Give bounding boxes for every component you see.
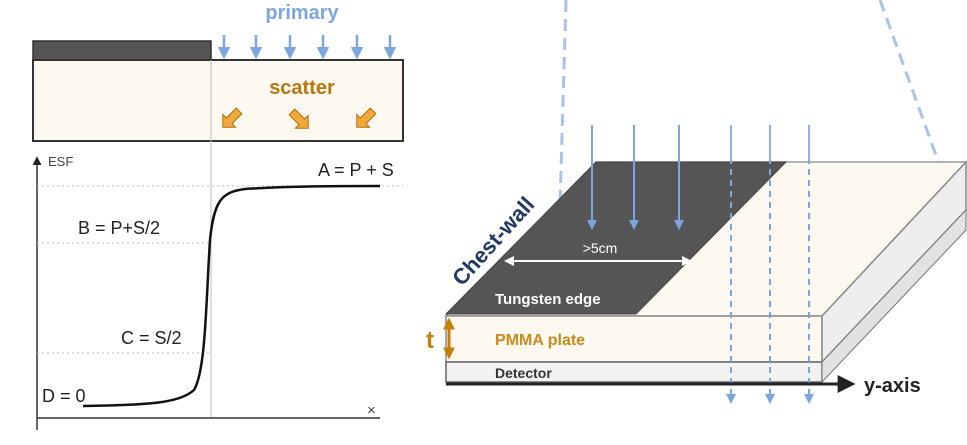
y-axis-label: y-axis xyxy=(864,375,921,397)
tungsten-block xyxy=(32,40,212,61)
incident-rays xyxy=(730,125,810,160)
primary-arrows xyxy=(217,35,397,60)
transmitted-rays xyxy=(726,125,814,404)
tungsten-label: Tungsten edge xyxy=(495,291,601,308)
pmma-slab xyxy=(32,59,404,142)
level-c-label: C = S/2 xyxy=(121,328,182,348)
level-a-label: A = P + S xyxy=(318,160,394,180)
detector-label: Detector xyxy=(495,365,552,381)
thickness-label: t xyxy=(426,327,434,354)
left-panel: primary scatter xyxy=(32,2,404,430)
width-label: >5cm xyxy=(583,240,618,256)
pmma-plate-front xyxy=(445,315,823,363)
x-axis-symbol: × xyxy=(367,402,376,419)
detector-side xyxy=(821,208,967,384)
pmma-label: PMMA plate xyxy=(495,332,585,349)
level-d-label: D = 0 xyxy=(42,386,86,406)
primary-label: primary xyxy=(265,2,339,24)
esf-axis-label: ESF xyxy=(48,154,73,169)
tungsten-edge-plate xyxy=(444,161,788,315)
scatter-arrows xyxy=(222,107,377,129)
esf-curve xyxy=(82,184,381,408)
level-gridlines xyxy=(37,185,403,354)
scatter-label: scatter xyxy=(269,77,335,99)
beam-boundary-left xyxy=(558,0,568,206)
tungsten-rays xyxy=(587,125,684,230)
right-panel: >5cm Tungsten edge Chest-wall t PMMA pla… xyxy=(426,0,967,404)
beam-boundary-right xyxy=(878,0,948,184)
level-b-label: B = P+S/2 xyxy=(78,218,160,238)
